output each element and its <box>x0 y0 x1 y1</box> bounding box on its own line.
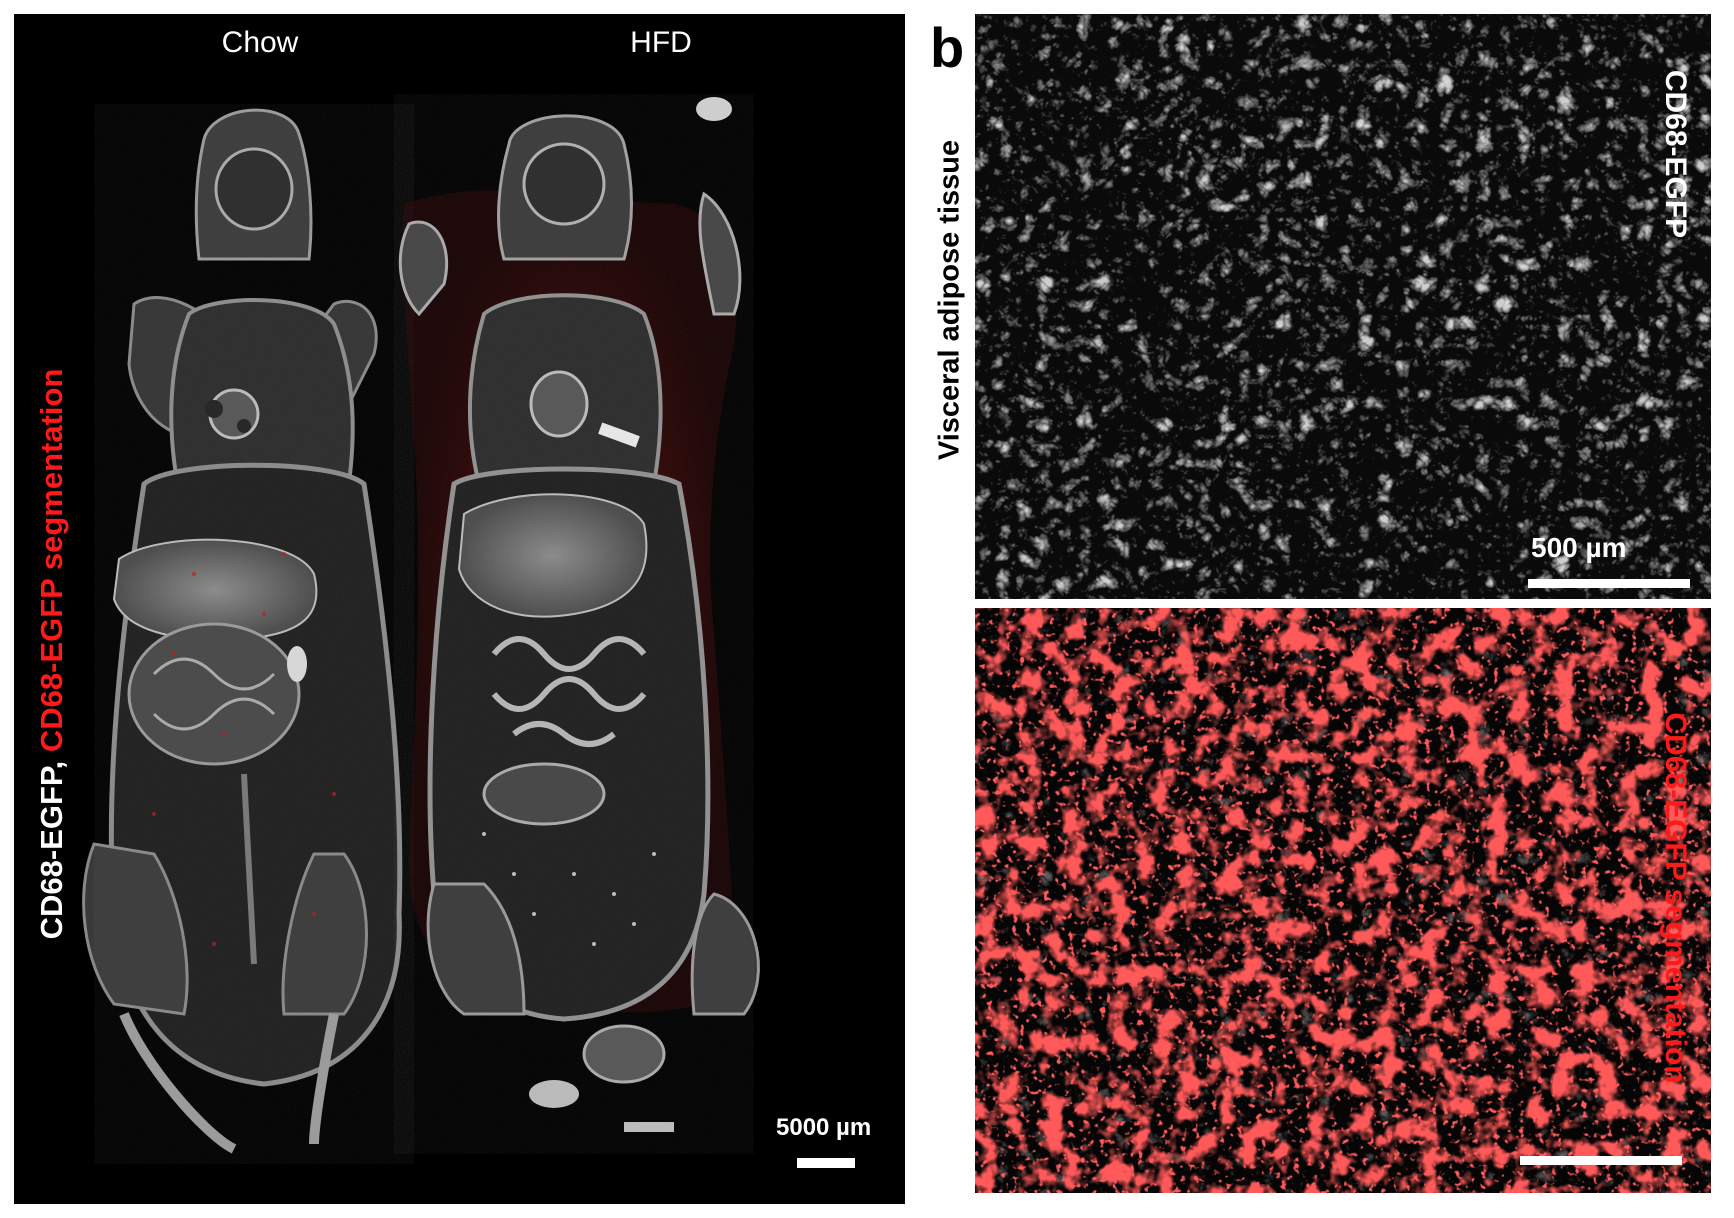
channel-label-red: CD68-EGFP segmentation <box>34 368 69 753</box>
panel-a-scale-bar-label: 5000 µm <box>776 1114 872 1141</box>
egfp-label: CD68-EGFP <box>1659 69 1692 239</box>
chow-label: Chow <box>221 26 299 59</box>
egfp-micrograph-image <box>975 14 1711 599</box>
whole-body-panel: Chow HFD CD68-EGFP, CD68-EGFP segmentati… <box>14 14 905 1204</box>
tissue-label: Visceral adipose tissue <box>933 139 966 461</box>
panel-b-letter: b <box>930 16 965 79</box>
panel-b-top-scale-bar <box>1528 579 1690 588</box>
segmentation-label: CD68-EGFP segmentation <box>1659 712 1692 1084</box>
hfd-label: HFD <box>630 26 692 59</box>
channel-label-white: CD68-EGFP, <box>34 752 69 940</box>
segmentation-micrograph-image <box>975 608 1711 1193</box>
hfd-section <box>394 94 760 1154</box>
egfp-micrograph-panel: CD68-EGFP 500 µm <box>975 14 1711 599</box>
segmentation-micrograph-panel: CD68-EGFP segmentation <box>975 608 1711 1193</box>
whole-body-sections-image <box>82 94 760 1164</box>
panel-b-bottom-scale-bar <box>1520 1156 1682 1165</box>
panel-a-channel-label: CD68-EGFP, CD68-EGFP segmentation <box>34 369 70 940</box>
panel-b-scale-bar-label: 500 µm <box>1531 532 1627 563</box>
chow-section <box>82 104 414 1164</box>
panel-a-scale-bar <box>797 1158 855 1168</box>
